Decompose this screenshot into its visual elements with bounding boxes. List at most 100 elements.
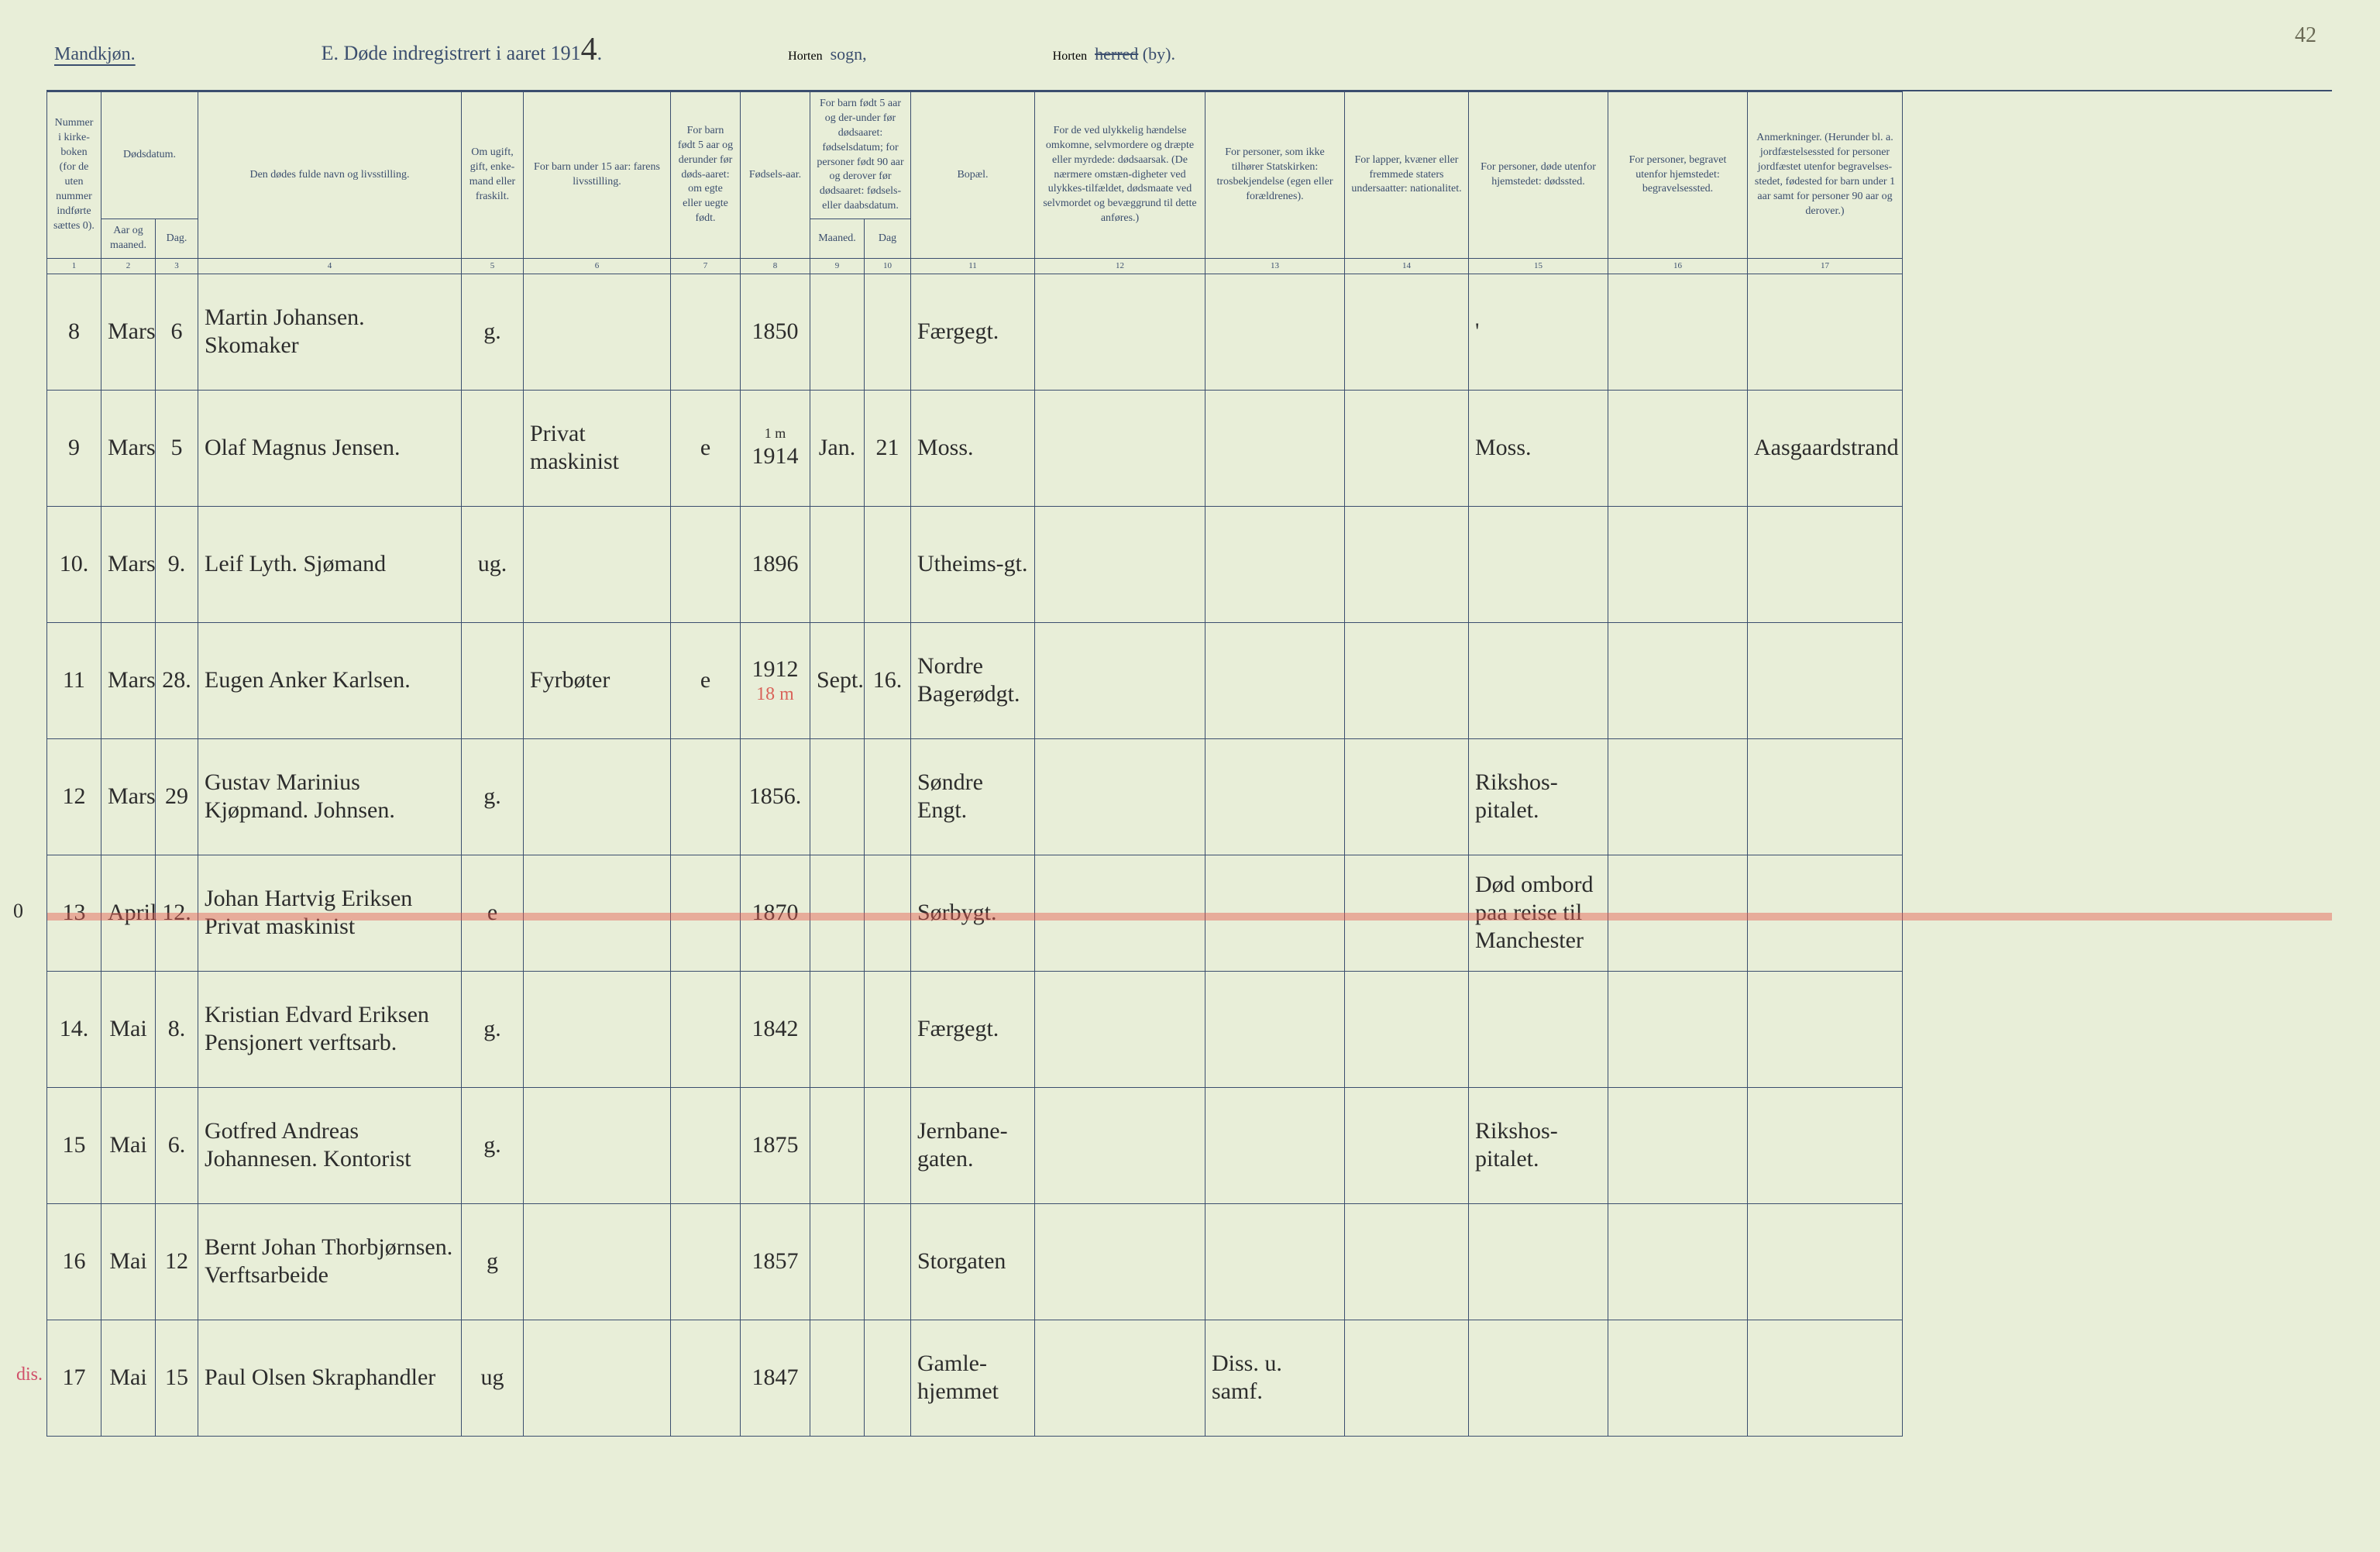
- cell: Søndre Engt.: [911, 738, 1035, 855]
- cell: 1896: [741, 506, 810, 622]
- cell: [524, 738, 671, 855]
- colnum: 3: [156, 258, 198, 274]
- colnum: 16: [1608, 258, 1748, 274]
- cell: 6: [156, 274, 198, 390]
- cell: 6.: [156, 1087, 198, 1203]
- cell: 15: [47, 1087, 101, 1203]
- cell: [865, 971, 911, 1087]
- cell: [1035, 738, 1205, 855]
- cell: 16.: [865, 622, 911, 738]
- cell: 10.: [47, 506, 101, 622]
- cell: [1608, 1203, 1748, 1320]
- header-row: Mandkjøn. E. Døde indregistrert i aaret …: [46, 31, 2332, 84]
- cell: [524, 855, 671, 971]
- cell: [1345, 855, 1469, 971]
- cell: Mars: [101, 506, 156, 622]
- cell: [1205, 390, 1345, 506]
- cell: [810, 1320, 865, 1436]
- table-row: 11Mars28.Eugen Anker Karlsen.Fyrbøtere19…: [47, 622, 2332, 738]
- cell: [1035, 506, 1205, 622]
- cell: [462, 622, 524, 738]
- cell: [1748, 1320, 1903, 1436]
- cell: Moss.: [1469, 390, 1608, 506]
- by-name: Horten: [1053, 50, 1087, 64]
- column-numbers-row: 1 2 3 4 5 6 7 8 9 10 11 12 13 14 15 16 1…: [47, 258, 2332, 274]
- cell: [810, 738, 865, 855]
- cell: [671, 506, 741, 622]
- cell: Færgegt.: [911, 971, 1035, 1087]
- col-4: Den dødes fulde navn og livsstilling.: [198, 92, 462, 259]
- cell: [1205, 274, 1345, 390]
- cell: [1345, 622, 1469, 738]
- col-5: Om ugift, gift, enke-mand eller fraskilt…: [462, 92, 524, 259]
- header-suffix: .: [597, 42, 603, 64]
- ledger-table: Nummer i kirke-boken (for de uten nummer…: [46, 91, 2332, 1437]
- cell: Mars: [101, 622, 156, 738]
- cell: 14.: [47, 971, 101, 1087]
- cell: Gamle-hjemmet: [911, 1320, 1035, 1436]
- table-row: 130April12.Johan Hartvig Eriksen Privat …: [47, 855, 2332, 971]
- col-13: For personer, som ikke tilhører Statskir…: [1205, 92, 1345, 259]
- cell: 12: [156, 1203, 198, 1320]
- col-12: For de ved ulykkelig hændelse omkomne, s…: [1035, 92, 1205, 259]
- cell: g.: [462, 971, 524, 1087]
- cell: [1035, 1087, 1205, 1203]
- cell: 17dis.: [47, 1320, 101, 1436]
- cell: [1748, 738, 1903, 855]
- cell: Mars: [101, 390, 156, 506]
- cell: [1345, 506, 1469, 622]
- colnum: 13: [1205, 258, 1345, 274]
- col-9-10-group: For barn født 5 aar og der-under før død…: [810, 92, 911, 219]
- cell: [1035, 1320, 1205, 1436]
- cell: [810, 1203, 865, 1320]
- cell: [1205, 1087, 1345, 1203]
- col-2-group: Dødsdatum.: [101, 92, 198, 219]
- cell: [671, 1320, 741, 1436]
- cell: [671, 274, 741, 390]
- cell: 15: [156, 1320, 198, 1436]
- colnum: 2: [101, 258, 156, 274]
- cell: 29: [156, 738, 198, 855]
- cell: [524, 971, 671, 1087]
- cell: ug.: [462, 506, 524, 622]
- colnum: 6: [524, 258, 671, 274]
- cell: [671, 971, 741, 1087]
- cell: Sørbygt.: [911, 855, 1035, 971]
- cell: [671, 1203, 741, 1320]
- by-struck: herred: [1095, 44, 1138, 64]
- cell: [1748, 622, 1903, 738]
- cell: Moss.: [911, 390, 1035, 506]
- cell: Johan Hartvig Eriksen Privat maskinist: [198, 855, 462, 971]
- cell: Kristian Edvard Eriksen Pensjonert verft…: [198, 971, 462, 1087]
- cell: [1035, 971, 1205, 1087]
- cell: [524, 1087, 671, 1203]
- cell: [1608, 971, 1748, 1087]
- table-row: 17dis.Mai15Paul Olsen Skraphandlerug1847…: [47, 1320, 2332, 1436]
- cell: 1857: [741, 1203, 810, 1320]
- cell: [865, 1087, 911, 1203]
- col-1: Nummer i kirke-boken (for de uten nummer…: [47, 92, 101, 259]
- cell: 1842: [741, 971, 810, 1087]
- cell: 21: [865, 390, 911, 506]
- cell: [1205, 738, 1345, 855]
- colnum: 4: [198, 258, 462, 274]
- cell: [865, 1203, 911, 1320]
- header-prefix: E. Døde indregistrert i aaret 191: [322, 42, 581, 64]
- cell: [524, 274, 671, 390]
- cell: [1469, 1320, 1608, 1436]
- cell: Gotfred Andreas Johannesen. Kontorist: [198, 1087, 462, 1203]
- cell: Bernt Johan Thorbjørnsen. Verftsarbeide: [198, 1203, 462, 1320]
- table-row: 12Mars29Gustav Marinius Kjøpmand. Johnse…: [47, 738, 2332, 855]
- page-number: 42: [2295, 23, 2316, 48]
- cell: 8.: [156, 971, 198, 1087]
- cell: [1748, 971, 1903, 1087]
- sogn-label: sogn,: [831, 44, 867, 64]
- col-11: Bopæl.: [911, 92, 1035, 259]
- cell: Mai: [101, 1087, 156, 1203]
- cell: Nordre Bagerødgt.: [911, 622, 1035, 738]
- cell: 16: [47, 1203, 101, 1320]
- cell: [1608, 390, 1748, 506]
- col-8: Fødsels-aar.: [741, 92, 810, 259]
- header-gender: Mandkjøn.: [54, 44, 136, 65]
- cell: [1469, 971, 1608, 1087]
